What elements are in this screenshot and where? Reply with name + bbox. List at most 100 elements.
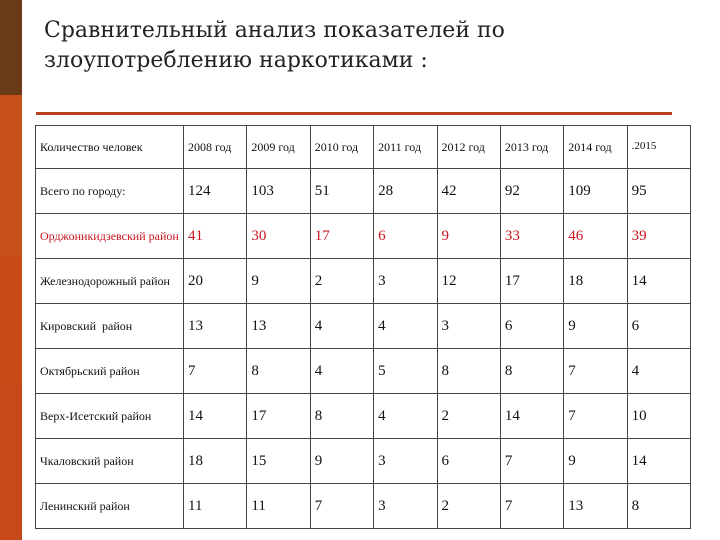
table-row: Всего по городу: 124 103 51 28 42 92 109… [35, 168, 692, 214]
cell: 9 [563, 438, 628, 484]
cell: 15 [246, 438, 311, 484]
row-name: Ленинский район [35, 483, 184, 529]
cell: 8 [626, 483, 692, 529]
cell: 4 [626, 348, 692, 394]
row-name: Железнодорожный район [35, 258, 184, 304]
row-name: Октябрьский район [35, 348, 184, 394]
cell: 17 [246, 393, 311, 439]
cell: 3 [373, 438, 438, 484]
cell: 7 [182, 348, 248, 394]
row-name: Кировский район [35, 303, 184, 349]
header-cell: 2012 год [436, 125, 501, 169]
row-name: Чкаловский район [35, 438, 184, 484]
title-line-1: Сравнительный анализ показателей по [44, 18, 505, 43]
cell: 4 [373, 303, 438, 349]
cell: 46 [563, 213, 628, 259]
cell: 13 [182, 303, 248, 349]
row-name: Верх-Исетский район [35, 393, 184, 439]
sidebar-segment-4 [0, 385, 22, 540]
cell: 17 [309, 213, 375, 259]
header-cell-superscript: .2015 [631, 139, 657, 152]
cell: 8 [309, 393, 375, 439]
cell: 103 [246, 168, 311, 214]
cell: 28 [373, 168, 438, 214]
table-row: Железнодорожный район 20 9 2 3 12 17 18 … [35, 258, 692, 304]
cell: 8 [246, 348, 311, 394]
page-title: Сравнительный анализ показателей по злоу… [44, 16, 664, 76]
header-cell: 2008 год [182, 125, 248, 169]
cell: 33 [499, 213, 565, 259]
sidebar-decoration [0, 0, 22, 540]
cell: 7 [563, 348, 628, 394]
row-name: Всего по городу: [35, 168, 184, 214]
cell: 13 [563, 483, 628, 529]
header-row: Количество человек 2008 год 2009 год 201… [35, 125, 692, 169]
header-cell: .2015 [626, 125, 692, 169]
cell: 5 [373, 348, 438, 394]
row-name: Орджоникидзевский район [35, 213, 184, 259]
cell: 2 [309, 258, 375, 304]
sidebar-segment-3 [0, 255, 22, 385]
sidebar-segment-2 [0, 95, 22, 255]
title-line-2: злоупотреблению наркотиками : [44, 48, 428, 73]
cell: 39 [626, 213, 692, 259]
header-cell: 2009 год [246, 125, 311, 169]
title-underline [36, 112, 672, 115]
header-cell: 2013 год [499, 125, 565, 169]
cell: 14 [626, 258, 692, 304]
cell: 12 [436, 258, 501, 304]
cell: 8 [499, 348, 565, 394]
table-row: Октябрьский район 7 8 4 5 8 8 7 4 [35, 348, 692, 394]
cell: 92 [499, 168, 565, 214]
cell: 14 [626, 438, 692, 484]
cell: 7 [563, 393, 628, 439]
cell: 8 [436, 348, 501, 394]
cell: 11 [246, 483, 311, 529]
cell: 3 [436, 303, 501, 349]
cell: 3 [373, 483, 438, 529]
header-cell: 2011 год [373, 125, 438, 169]
cell: 3 [373, 258, 438, 304]
cell: 13 [246, 303, 311, 349]
cell: 7 [499, 483, 565, 529]
cell: 95 [626, 168, 692, 214]
cell: 20 [182, 258, 248, 304]
cell: 4 [373, 393, 438, 439]
cell: 18 [563, 258, 628, 304]
header-cell: 2010 год [309, 125, 375, 169]
cell: 2 [436, 483, 501, 529]
cell: 9 [309, 438, 375, 484]
sidebar-segment-1 [0, 0, 22, 95]
cell: 42 [436, 168, 501, 214]
cell: 41 [182, 213, 248, 259]
table-row: Ленинский район 11 11 7 3 2 7 13 8 [35, 483, 692, 529]
cell: 10 [626, 393, 692, 439]
cell: 9 [563, 303, 628, 349]
cell: 4 [309, 303, 375, 349]
header-cell: 2014 год [563, 125, 628, 169]
table-row: Чкаловский район 18 15 9 3 6 7 9 14 [35, 438, 692, 484]
cell: 7 [309, 483, 375, 529]
cell: 30 [246, 213, 311, 259]
cell: 9 [246, 258, 311, 304]
cell: 6 [436, 438, 501, 484]
cell: 11 [182, 483, 248, 529]
table-row-highlighted: Орджоникидзевский район 41 30 17 6 9 33 … [35, 213, 692, 259]
cell: 6 [626, 303, 692, 349]
cell: 4 [309, 348, 375, 394]
cell: 2 [436, 393, 501, 439]
statistics-table: Количество человек 2008 год 2009 год 201… [35, 125, 692, 529]
cell: 124 [182, 168, 248, 214]
cell: 7 [499, 438, 565, 484]
cell: 14 [499, 393, 565, 439]
table-row: Кировский район 13 13 4 4 3 6 9 6 [35, 303, 692, 349]
cell: 17 [499, 258, 565, 304]
cell: 109 [563, 168, 628, 214]
cell: 51 [309, 168, 375, 214]
header-cell: Количество человек [35, 125, 184, 169]
table-row: Верх-Исетский район 14 17 8 4 2 14 7 10 [35, 393, 692, 439]
cell: 6 [373, 213, 438, 259]
cell: 18 [182, 438, 248, 484]
cell: 14 [182, 393, 248, 439]
cell: 9 [436, 213, 501, 259]
